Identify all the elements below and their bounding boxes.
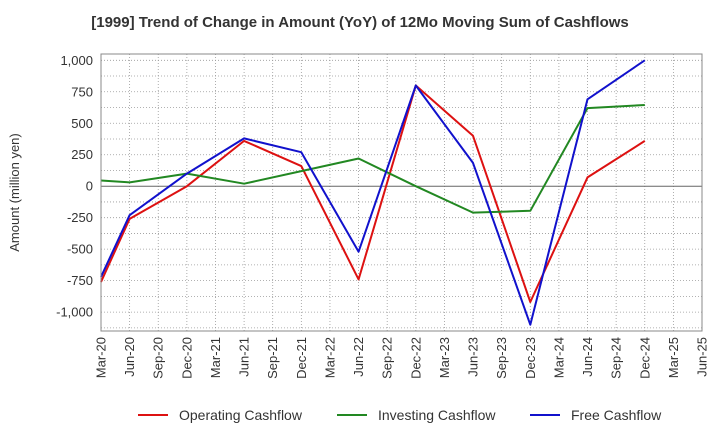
legend: Operating Cashflow Investing Cashflow Free… [138,407,662,423]
x-tick-label: Mar-20 [94,337,109,378]
x-tick-label: Sep-23 [494,337,509,379]
series-layer [100,59,646,326]
x-tick-label: Mar-25 [666,337,681,378]
x-tick-label: Jun-21 [237,337,252,377]
x-tick-label: Mar-21 [208,337,223,378]
chart-title: [1999] Trend of Change in Amount (YoY) o… [91,14,629,31]
x-tick-label: Jun-22 [351,337,366,377]
y-tick-label: -1,000 [56,305,93,320]
legend-label: Investing Cashflow [378,407,496,423]
x-tick-label: Sep-20 [151,337,166,379]
x-tick-label: Dec-22 [408,337,423,379]
plot-frame [100,53,703,332]
y-tick-label: -500 [67,242,93,257]
x-tick-label: Jun-24 [580,337,595,377]
x-tick-label: Mar-23 [437,337,452,378]
x-tick-label: Sep-21 [265,337,280,379]
x-tick-label: Mar-22 [322,337,337,378]
x-tick-label: Dec-23 [523,337,538,379]
y-tick-label: 0 [86,179,93,194]
series-line-operating-cashflow [100,84,646,303]
y-tick-label: 500 [71,116,93,131]
x-tick-label: Dec-24 [637,337,652,379]
x-tick-label: Sep-24 [609,337,624,379]
y-tick-label: 250 [71,147,93,162]
y-tick-label: -750 [67,273,93,288]
x-tick-label: Jun-25 [695,337,710,377]
y-tick-label: 750 [71,84,93,99]
x-tick-label: Mar-24 [551,337,566,378]
y-axis-label: Amount (million yen) [7,133,22,252]
x-tick-label: Dec-20 [179,337,194,379]
x-tick-label: Sep-22 [380,337,395,379]
y-tick-label: 1,000 [60,53,93,68]
legend-label: Operating Cashflow [179,407,303,423]
x-tick-label: Jun-23 [466,337,481,377]
grid-layer [100,54,703,331]
series-line-investing-cashflow [100,104,645,214]
x-tick-labels: Mar-20 Jun-20 Sep-20 Dec-20 Mar-21 Jun-21 Sep-… [94,337,710,379]
series-line-free-cashflow [100,59,646,326]
x-tick-label: Dec-21 [294,337,309,379]
x-tick-label: Jun-20 [122,337,137,377]
y-tick-label: -250 [67,210,93,225]
legend-label: Free Cashflow [571,407,662,423]
y-tick-labels: 1,000 750 500 250 0 -250 -500 -750 -1,000 [56,53,93,320]
